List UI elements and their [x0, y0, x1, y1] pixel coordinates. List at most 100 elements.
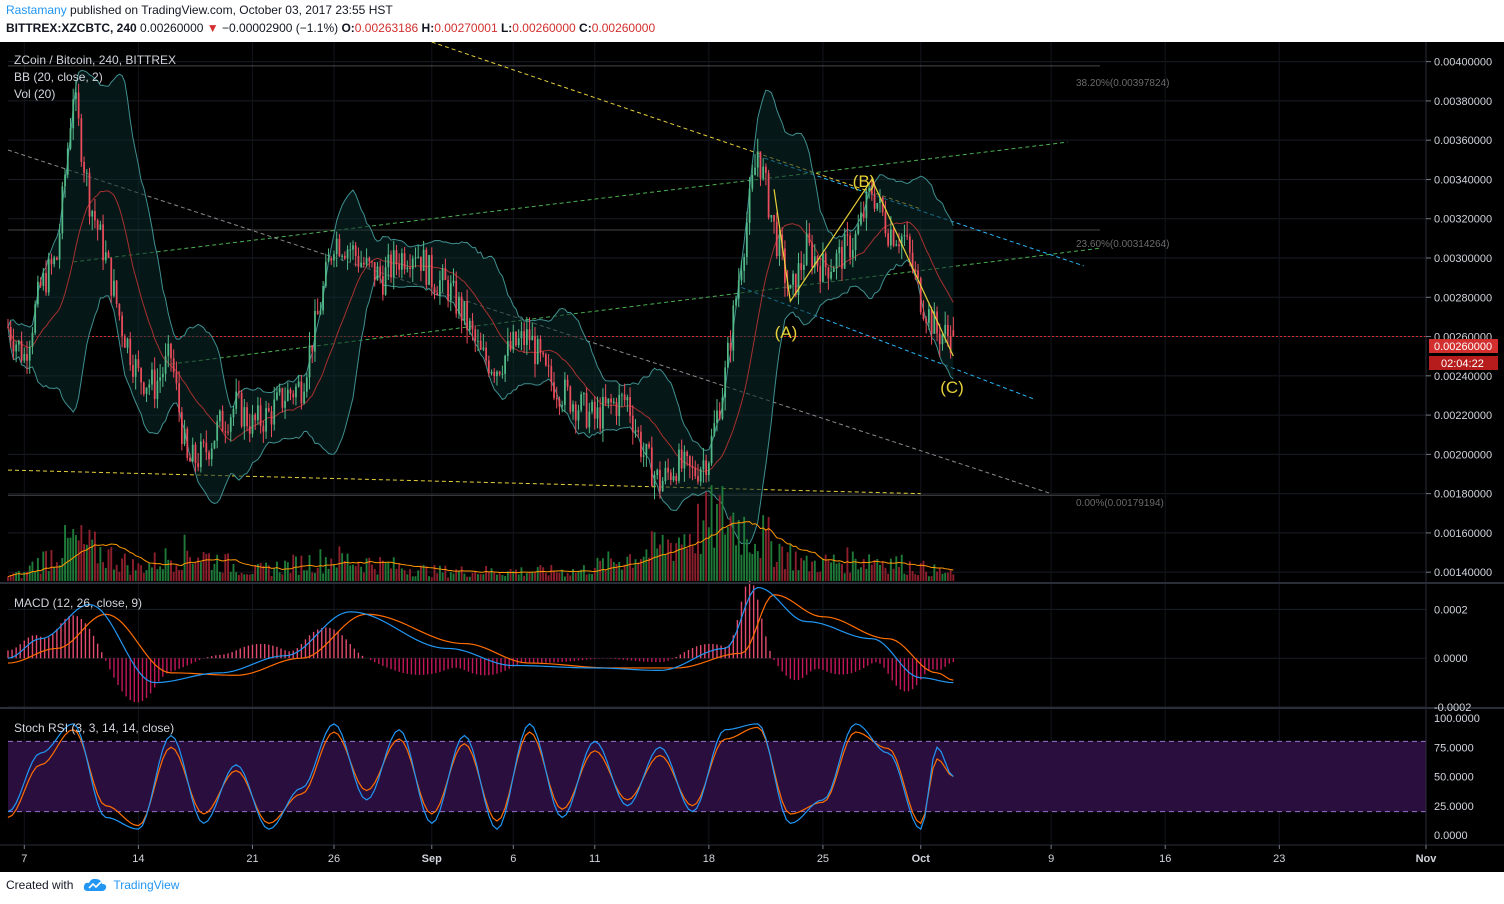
volume-bar [946, 572, 949, 581]
candle-body [563, 379, 566, 405]
candle-body [180, 412, 183, 445]
candle-body [316, 310, 319, 315]
volume-bar [349, 565, 352, 581]
volume-bar [634, 559, 637, 581]
volume-bar [314, 573, 316, 581]
volume-bar [618, 561, 621, 581]
volume-bar [919, 563, 922, 581]
candle-body [618, 394, 621, 417]
volume-bar [335, 567, 338, 581]
candle-body [493, 371, 496, 377]
candle-body [770, 215, 773, 218]
volume-bar [159, 566, 162, 581]
volume-bar [683, 534, 686, 581]
volume-bar [821, 558, 824, 581]
volume-bar [661, 534, 664, 581]
volume-bar [908, 561, 911, 581]
volume-bar [69, 537, 72, 581]
volume-bar [191, 563, 194, 581]
volume-bar [466, 576, 469, 581]
candle-body [428, 255, 430, 285]
candle-body [498, 371, 501, 375]
volume-bar [476, 574, 479, 581]
candle-body [219, 410, 221, 422]
price-chart[interactable]: 0.00400000 0.00380000 0.00360000 0.00340000… [0, 42, 1504, 872]
volume-bar [362, 572, 365, 581]
volume-bar [414, 576, 417, 581]
volume-bar [536, 567, 539, 581]
candle-body [238, 391, 240, 393]
candle-body [675, 476, 678, 481]
candle-body [906, 235, 909, 237]
volume-bar [240, 572, 243, 581]
candle-body [69, 128, 72, 149]
time-tick-label: 9 [1048, 853, 1054, 865]
volume-bar [936, 571, 938, 581]
volume-bar [333, 564, 335, 581]
candle-body [811, 242, 813, 268]
time-tick-label: 18 [703, 853, 715, 865]
candle-body [838, 247, 841, 254]
candle-body [922, 312, 925, 319]
volume-bar [585, 574, 588, 581]
candle-body [319, 310, 322, 315]
candle-body [72, 99, 75, 129]
volume-bar [447, 577, 450, 581]
candle-body [292, 393, 295, 398]
candle-body [813, 256, 816, 268]
volume-bar [786, 552, 789, 581]
author-link[interactable]: Rastamany [6, 3, 67, 17]
candle-body [515, 331, 517, 346]
candle-body [501, 373, 504, 375]
published-text: published on TradingView.com, October 03… [70, 3, 393, 17]
candle-body [900, 236, 903, 247]
candle-body [420, 256, 422, 271]
macd-tick-label: -0.0002 [1434, 702, 1471, 714]
volume-bar [172, 571, 175, 581]
volume-bar [591, 574, 593, 581]
volume-bar [23, 571, 26, 581]
volume-bar [284, 560, 287, 581]
volume-bar [520, 567, 523, 581]
volume-bar [61, 557, 64, 581]
time-tick-label: 11 [589, 853, 600, 865]
candle-body [341, 255, 344, 257]
volume-bar [107, 549, 110, 581]
candle-body [113, 280, 115, 296]
tradingview-link[interactable]: TradingView [113, 878, 180, 892]
volume-bar [737, 520, 740, 581]
candle-body [102, 224, 104, 261]
time-tick-label: 16 [1159, 853, 1171, 865]
candle-body [254, 414, 257, 421]
price-tick-label: 0.00240000 [1434, 371, 1492, 383]
candle-body [406, 267, 409, 270]
candle-body [308, 345, 311, 378]
candle-body [303, 391, 305, 404]
stoch-rsi-pane [7, 723, 1426, 831]
candle-body [311, 345, 314, 352]
candle-body [835, 253, 838, 269]
volume-bar [639, 559, 642, 581]
volume-bar [311, 572, 314, 581]
volume-bar [7, 576, 9, 581]
symbol-label: BITTREX:XZCBTC, 240 [6, 21, 137, 35]
volume-bar [66, 537, 69, 581]
price-tick-label: 0.00340000 [1434, 174, 1492, 186]
candle-body [270, 411, 273, 425]
volume-bar [80, 525, 83, 581]
candle-body [77, 92, 80, 119]
candle-body [362, 262, 365, 265]
candle-body [857, 224, 860, 234]
volume-bar [129, 574, 132, 581]
price-tick-label: 0.00320000 [1434, 214, 1492, 226]
candle-body [941, 334, 944, 345]
candle-body [191, 444, 194, 462]
volume-bar [506, 571, 509, 581]
open-value: 0.00263186 [354, 21, 419, 35]
candle-body [604, 396, 607, 404]
candle-body [333, 254, 335, 261]
volume-bar [870, 564, 873, 581]
candle-body [930, 309, 933, 334]
wave-label-a: (A) [775, 323, 798, 342]
candle-body [278, 388, 281, 393]
